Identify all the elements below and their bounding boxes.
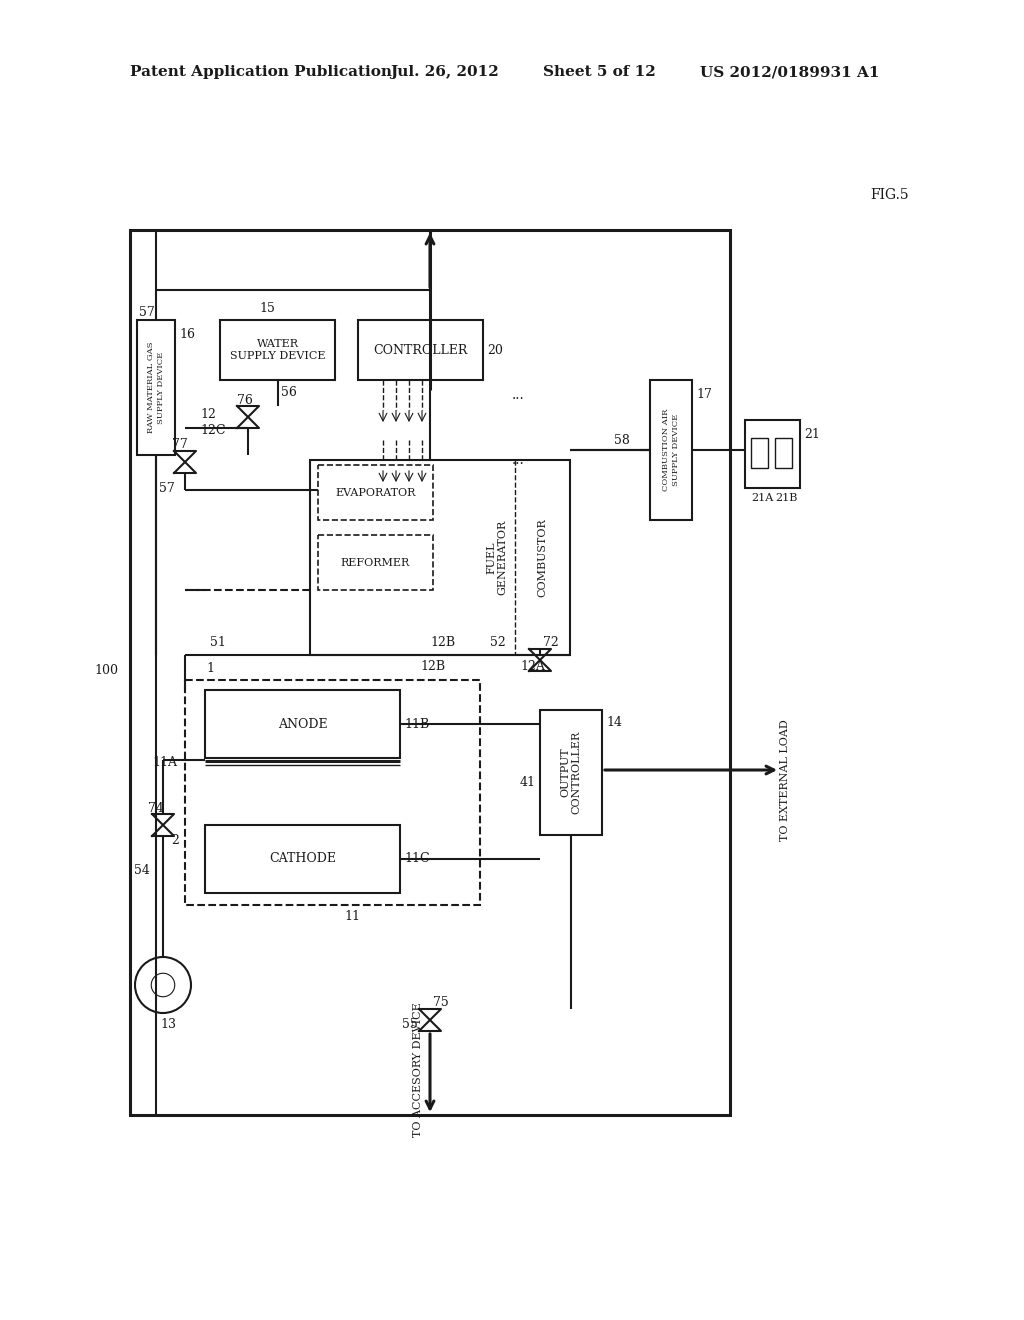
Text: 100: 100 (94, 664, 118, 676)
Text: RAW MATERIAL GAS
SUPPLY DEVICE: RAW MATERIAL GAS SUPPLY DEVICE (147, 342, 165, 433)
Text: TO ACCESORY DEVICE: TO ACCESORY DEVICE (413, 1003, 423, 1138)
Text: 21: 21 (804, 429, 820, 441)
Text: FIG.5: FIG.5 (870, 187, 908, 202)
Text: Jul. 26, 2012: Jul. 26, 2012 (390, 65, 499, 79)
Text: 11C: 11C (404, 853, 430, 866)
Bar (318, 465, 433, 520)
Text: CATHODE: CATHODE (269, 853, 336, 866)
Text: 41: 41 (520, 776, 536, 789)
Text: 11B: 11B (404, 718, 429, 730)
Text: 56: 56 (282, 385, 297, 399)
Text: 57: 57 (160, 482, 175, 495)
Text: EVAPORATOR: EVAPORATOR (335, 487, 416, 498)
Text: FUEL
GENERATOR: FUEL GENERATOR (486, 520, 508, 595)
Text: COMBUSTOR: COMBUSTOR (537, 519, 547, 597)
Text: 12A: 12A (520, 660, 545, 673)
Text: 12: 12 (200, 408, 216, 421)
Text: TO EXTERNAL LOAD: TO EXTERNAL LOAD (780, 719, 790, 841)
Text: 16: 16 (179, 329, 195, 342)
Bar (185, 680, 480, 906)
Text: CONTROLLER: CONTROLLER (374, 343, 468, 356)
Text: 54: 54 (134, 863, 150, 876)
Text: 72: 72 (543, 636, 559, 649)
Bar (358, 319, 483, 380)
Text: ...: ... (512, 453, 524, 467)
Text: 12B: 12B (420, 660, 445, 673)
Text: Patent Application Publication: Patent Application Publication (130, 65, 392, 79)
Bar (751, 438, 768, 469)
Text: OUTPUT
CONTROLLER: OUTPUT CONTROLLER (560, 731, 582, 814)
Text: 57: 57 (139, 305, 155, 318)
Text: 2: 2 (171, 833, 179, 846)
Text: 11A: 11A (152, 756, 177, 770)
Text: WATER
SUPPLY DEVICE: WATER SUPPLY DEVICE (229, 339, 326, 360)
Text: 21B: 21B (775, 492, 798, 503)
Text: 12B: 12B (430, 635, 455, 648)
Bar (205, 825, 400, 894)
Text: US 2012/0189931 A1: US 2012/0189931 A1 (700, 65, 880, 79)
Text: Sheet 5 of 12: Sheet 5 of 12 (543, 65, 655, 79)
Text: 12C: 12C (200, 424, 225, 437)
Bar (318, 535, 433, 590)
Text: 76: 76 (237, 393, 253, 407)
Bar (137, 319, 175, 455)
Text: 11: 11 (344, 911, 360, 924)
Text: COMBUSTION AIR
SUPPLY DEVICE: COMBUSTION AIR SUPPLY DEVICE (663, 409, 680, 491)
Text: ANODE: ANODE (278, 718, 328, 730)
Text: 75: 75 (433, 997, 449, 1010)
Bar (130, 230, 730, 1115)
Bar (220, 319, 335, 380)
Bar (650, 380, 692, 520)
Text: 55: 55 (402, 1019, 418, 1031)
Bar (540, 710, 602, 836)
Text: 58: 58 (614, 433, 630, 446)
Text: 77: 77 (172, 438, 187, 451)
Bar (775, 438, 792, 469)
Text: 1: 1 (206, 661, 214, 675)
Text: 74: 74 (148, 801, 164, 814)
Bar (310, 459, 570, 655)
Text: 21A: 21A (751, 492, 773, 503)
Text: 17: 17 (696, 388, 712, 401)
Text: ...: ... (512, 388, 524, 403)
Text: 20: 20 (487, 343, 503, 356)
Text: 51: 51 (210, 635, 226, 648)
Text: 52: 52 (490, 635, 506, 648)
Text: 15: 15 (259, 301, 275, 314)
Text: 13: 13 (160, 1019, 176, 1031)
Text: 14: 14 (606, 715, 622, 729)
Text: REFORMER: REFORMER (341, 557, 411, 568)
Bar (745, 420, 800, 488)
Bar (205, 690, 400, 758)
